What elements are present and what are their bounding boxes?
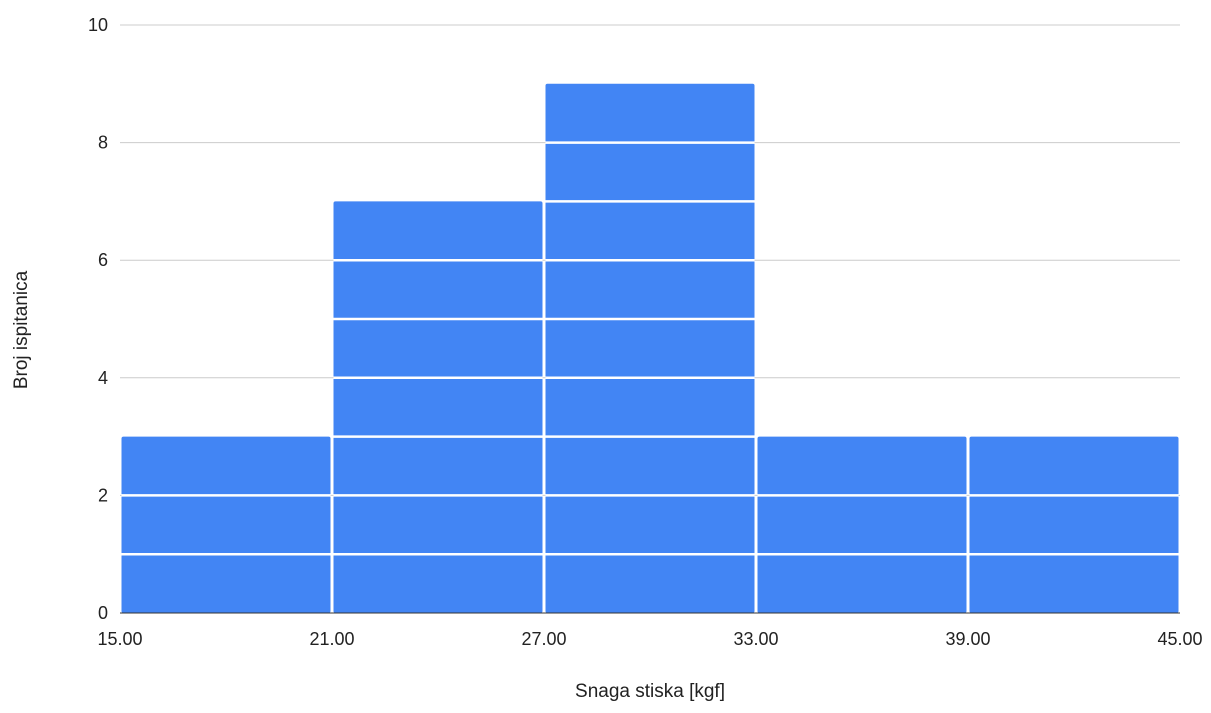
x-tick-label: 33.00 bbox=[733, 629, 778, 649]
bar-rect bbox=[333, 201, 543, 613]
x-tick-label: 39.00 bbox=[945, 629, 990, 649]
bar-rect bbox=[757, 436, 967, 613]
histogram-bar-4 bbox=[757, 436, 967, 613]
x-axis-title: Snaga stiska [kgf] bbox=[575, 681, 725, 702]
histogram-bar-2 bbox=[333, 201, 543, 613]
histogram-bar-3 bbox=[545, 83, 755, 614]
bar-rect bbox=[969, 436, 1179, 613]
y-tick-label: 6 bbox=[98, 250, 108, 270]
y-tick-label: 10 bbox=[88, 15, 108, 35]
x-tick-label: 15.00 bbox=[97, 629, 142, 649]
histogram-bar-1 bbox=[121, 436, 331, 613]
x-axis-ticks: 15.00 21.00 27.00 33.00 39.00 45.00 bbox=[97, 629, 1202, 649]
x-tick-label: 27.00 bbox=[521, 629, 566, 649]
y-axis-ticks: 0 2 4 6 8 10 bbox=[88, 15, 108, 623]
y-tick-label: 0 bbox=[98, 603, 108, 623]
y-tick-label: 2 bbox=[98, 485, 108, 505]
y-tick-label: 8 bbox=[98, 133, 108, 153]
y-axis-title: Broj ispitanica bbox=[11, 270, 32, 389]
histogram-bar-5 bbox=[969, 436, 1179, 613]
y-tick-label: 4 bbox=[98, 368, 108, 388]
bars bbox=[120, 83, 1180, 614]
x-tick-label: 45.00 bbox=[1157, 629, 1202, 649]
x-tick-label: 21.00 bbox=[309, 629, 354, 649]
bar-rect bbox=[545, 83, 755, 614]
bar-rect bbox=[121, 436, 331, 613]
